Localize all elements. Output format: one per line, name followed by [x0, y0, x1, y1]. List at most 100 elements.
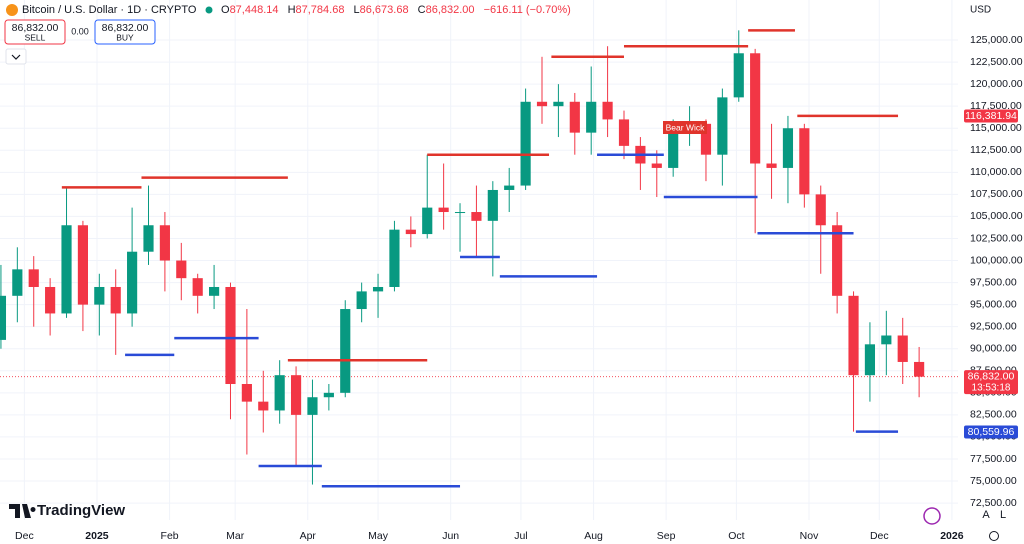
candle-body [356, 291, 367, 310]
candle-body [290, 375, 302, 415]
candle-body [405, 229, 416, 235]
collapse-box [5, 48, 27, 65]
ohlc-value: 86,832.00 [426, 4, 475, 16]
x-tick-label: Dec [15, 530, 34, 542]
ohlc-key: H [288, 4, 296, 16]
x-tick-label: May [368, 530, 389, 542]
candle-body [12, 269, 23, 296]
ohlc-key: L [354, 4, 360, 16]
ohlc: O87,448.14 H87,784.68 L86,673.68 C86,832… [221, 4, 571, 16]
price-label: 80,559.96 [968, 426, 1015, 438]
btc-icon [6, 4, 18, 16]
candle-body [799, 128, 810, 195]
candle-body [127, 251, 138, 314]
ohlc-key: C [418, 4, 426, 16]
candle-body [700, 123, 712, 155]
candle-body [586, 101, 597, 133]
candle-body [602, 101, 613, 120]
candle-body [881, 335, 892, 345]
collapse-button[interactable] [5, 48, 27, 65]
spread: 0.00 [71, 26, 89, 36]
y-tick-label: 122,500.00 [970, 56, 1023, 68]
candle-body [94, 286, 105, 305]
candle-body [504, 185, 515, 190]
candle-body [77, 225, 89, 305]
x-tick-label: 2026 [940, 530, 964, 542]
y-tick-label: 117,500.00 [970, 100, 1022, 112]
x-tick-label: Dec [870, 530, 889, 542]
ohlc-value: 87,448.14 [230, 4, 279, 16]
x-tick-label: Sep [657, 530, 676, 542]
candle-body [914, 361, 925, 377]
price-label-box [964, 109, 1018, 123]
buy-price: 86,832.00 [102, 22, 149, 34]
candle-body [258, 401, 269, 411]
sell-price: 86,832.00 [12, 22, 59, 34]
y-tick-label: 107,500.00 [970, 188, 1023, 200]
candle-body [864, 344, 876, 376]
candle-body [454, 212, 466, 214]
candle-body [340, 309, 351, 393]
candle-body [389, 229, 400, 287]
candle-body [28, 269, 39, 287]
x-tick-label: 2025 [85, 530, 109, 542]
candle-body [668, 128, 679, 168]
y-tick-label: 112,500.00 [970, 144, 1022, 156]
market-status [205, 6, 213, 14]
candle-body [553, 101, 564, 107]
price-label: 86,832.00 [968, 370, 1015, 382]
buy-button[interactable]: 86,832.00 BUY [94, 19, 156, 45]
candle-body [372, 286, 384, 292]
y-tick-label: 82,500.00 [970, 409, 1017, 421]
candle-body [832, 225, 843, 296]
y-tick-label: 102,500.00 [970, 232, 1023, 244]
scale-log[interactable]: L [1000, 509, 1006, 521]
currency[interactable]: USD [970, 5, 991, 16]
scale-auto[interactable]: A [982, 509, 990, 521]
candle-body [520, 101, 531, 186]
y-tick-label: 75,000.00 [970, 475, 1017, 487]
ohlc-value: 87,784.68 [296, 4, 345, 16]
x-tick-label: Jul [514, 530, 527, 542]
y-tick-label: 97,500.00 [970, 276, 1017, 288]
x-tick-label: Nov [800, 530, 819, 542]
x-tick-label: Jun [442, 530, 459, 542]
logo: TradingView [37, 502, 125, 519]
candle-body [274, 375, 285, 411]
sell-button[interactable]: 86,832.00 SELL [4, 19, 66, 45]
candle-body [45, 286, 56, 314]
change: −616.11 (−0.70%) [484, 4, 571, 16]
candle-body [471, 212, 482, 221]
y-tick-label: 125,000.00 [970, 34, 1023, 46]
y-tick-label: 110,000.00 [970, 166, 1022, 178]
candle-body [438, 207, 449, 213]
price-countdown: 13:53:18 [972, 382, 1011, 393]
settings-icon[interactable] [989, 531, 999, 541]
candle-body [717, 97, 728, 155]
y-tick-label: 72,500.00 [970, 497, 1017, 509]
logo-icon [9, 504, 36, 518]
candle-body [536, 101, 548, 107]
sell-box [4, 19, 66, 45]
news-icon[interactable] [923, 507, 941, 525]
price-label: 116,381.94 [965, 110, 1017, 122]
candle-body [61, 225, 72, 314]
candle-body [307, 397, 318, 415]
candle-body [848, 295, 859, 376]
ohlc-value: 86,673.68 [360, 4, 409, 16]
annotation-box [663, 121, 707, 134]
candle-body [815, 194, 826, 226]
x-tick-label: Feb [161, 530, 179, 542]
candle-body [733, 53, 744, 98]
y-tick-label: 100,000.00 [970, 254, 1023, 266]
candle-body [897, 335, 908, 362]
buy-label: BUY [116, 32, 134, 42]
candle-body [487, 189, 498, 221]
axes: 125,000.00 122,500.00 120,000.00 117,500.00… [15, 34, 1023, 542]
symbol-title: Bitcoin / U.S. Dollar · 1D · CRYPTO [22, 4, 197, 16]
candle-body [225, 286, 236, 385]
candle-body [0, 295, 7, 340]
candle-body [750, 53, 761, 164]
